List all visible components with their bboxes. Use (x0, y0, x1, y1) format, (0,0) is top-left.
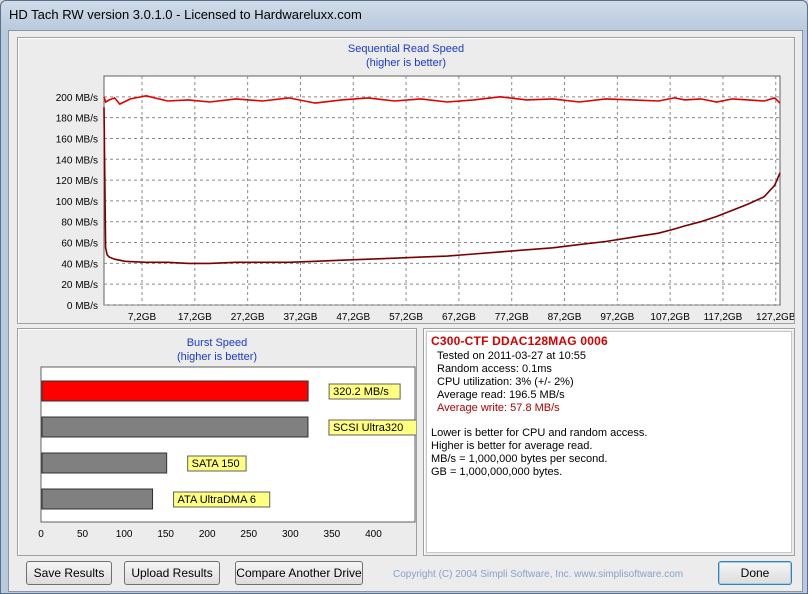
note-line: Higher is better for average read. (431, 440, 593, 452)
title-bar[interactable]: HD Tach RW version 3.0.1.0 - Licensed to… (1, 1, 807, 31)
sequential-read-panel: Sequential Read Speed (higher is better)… (17, 37, 795, 324)
client-area: Sequential Read Speed (higher is better)… (8, 30, 803, 592)
burst-x-tick-label: 50 (77, 529, 89, 540)
y-tick-label: 180 MB/s (56, 114, 98, 125)
burst-bar (41, 452, 168, 474)
y-tick-label: 0 MB/s (67, 301, 98, 312)
burst-x-tick-label: 150 (157, 529, 174, 540)
burst-x-tick-label: 300 (282, 529, 299, 540)
upload-results-button[interactable]: Upload Results (124, 561, 220, 585)
burst-bar (41, 488, 154, 510)
x-tick-label: 97,2GB (600, 312, 634, 323)
x-tick-label: 27,2GB (231, 312, 265, 323)
done-button[interactable]: Done (718, 561, 792, 585)
average-write: Average write: 57.8 MB/s (437, 402, 560, 414)
drive-name: C300-CTF DDAC128MAG 0006 (431, 334, 608, 348)
burst-x-tick-label: 250 (240, 529, 257, 540)
tested-on: Tested on 2011-03-27 at 10:55 (437, 350, 587, 362)
drive-info-panel: C300-CTF DDAC128MAG 0006 Tested on 2011-… (423, 328, 795, 556)
burst-x-tick-label: 400 (365, 529, 382, 540)
burst-chart-subtitle: (higher is better) (176, 351, 258, 363)
burst-x-tick-label: 200 (199, 529, 216, 540)
burst-x-tick-label: 0 (38, 529, 44, 540)
write-speed-line (103, 107, 781, 265)
x-tick-label: 77,2GB (495, 312, 529, 323)
burst-bar (41, 416, 309, 438)
x-tick-label: 17,2GB (178, 312, 212, 323)
x-tick-label: 67,2GB (442, 312, 476, 323)
burst-speed-chart: 0 50 100 150 200 250 300 350 400 320.2 MB/s SCSI U… (38, 366, 416, 540)
burst-bar-label: ATA UltraDMA 6 (178, 494, 256, 506)
y-tick-label: 120 MB/s (56, 176, 98, 187)
random-access: Random access: 0.1ms (437, 363, 552, 375)
y-tick-label: 40 MB/s (61, 259, 98, 270)
x-tick-label: 7,2GB (128, 312, 157, 323)
cpu-utilization: CPU utilization: 3% (+/- 2%) (437, 376, 574, 388)
y-tick-label: 160 MB/s (56, 134, 98, 145)
burst-bar-label-box (173, 491, 271, 508)
read-speed-line (103, 94, 781, 106)
burst-bar-label: SCSI Ultra320 (333, 422, 403, 434)
drive-info-box: C300-CTF DDAC128MAG 0006 Tested on 2011-… (426, 331, 792, 553)
sequential-chart-subtitle: (higher is better) (365, 57, 447, 69)
y-tick-label: 20 MB/s (61, 280, 98, 291)
y-tick-label: 80 MB/s (61, 218, 98, 229)
x-tick-label: 47,2GB (336, 312, 370, 323)
copyright-text: Copyright (C) 2004 Simpli Software, Inc.… (393, 569, 684, 580)
sequential-read-chart: 0 MB/s 20 MB/s 40 MB/s 60 MB/s 80 MB/s 100 MB… (56, 75, 794, 323)
burst-bar (41, 380, 309, 402)
y-tick-label: 100 MB/s (56, 197, 98, 208)
x-tick-label: 37,2GB (284, 312, 318, 323)
burst-x-tick-label: 100 (116, 529, 133, 540)
y-tick-label: 60 MB/s (61, 239, 98, 250)
x-tick-label: 57,2GB (389, 312, 423, 323)
x-tick-label: 127,2GB (756, 312, 794, 323)
plot-area (103, 75, 781, 306)
x-tick-label: 87,2GB (548, 312, 582, 323)
y-tick-label: 140 MB/s (56, 155, 98, 166)
save-results-button[interactable]: Save Results (26, 561, 112, 585)
sequential-chart-title: Sequential Read Speed (347, 43, 465, 55)
burst-x-tick-label: 350 (324, 529, 341, 540)
burst-bar-label: 320.2 MB/s (333, 386, 389, 398)
window-title: HD Tach RW version 3.0.1.0 - Licensed to… (9, 7, 362, 22)
note-line: Lower is better for CPU and random acces… (431, 427, 648, 439)
x-tick-label: 107,2GB (650, 312, 690, 323)
x-tick-label: 117,2GB (704, 312, 743, 323)
burst-bar-label: SATA 150 (192, 458, 240, 470)
burst-bar-label-box (187, 455, 247, 472)
note-line: GB = 1,000,000,000 bytes. (431, 466, 563, 478)
burst-bar-label-box (328, 419, 416, 436)
burst-chart-title: Burst Speed (186, 337, 248, 349)
note-line: MB/s = 1,000,000 bytes per second. (431, 453, 608, 465)
burst-speed-panel: Burst Speed (higher is better) 0 50 100 150… (17, 328, 417, 556)
compare-another-drive-button[interactable]: Compare Another Drive (235, 561, 363, 585)
average-read: Average read: 196.5 MB/s (437, 389, 565, 401)
burst-bar-label-box (328, 383, 401, 400)
y-tick-label: 200 MB/s (56, 93, 98, 104)
